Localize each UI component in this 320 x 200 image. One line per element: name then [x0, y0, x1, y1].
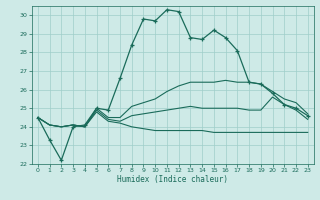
X-axis label: Humidex (Indice chaleur): Humidex (Indice chaleur): [117, 175, 228, 184]
